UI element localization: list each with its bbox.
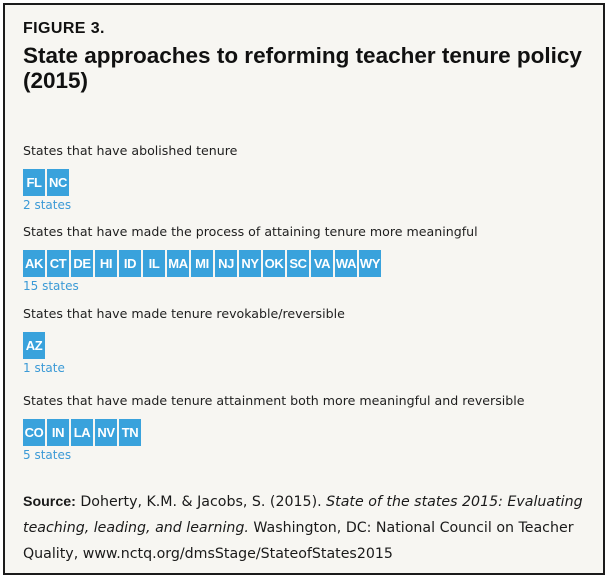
- state-tile-hi: HI: [95, 250, 117, 277]
- state-tile-fl: FL: [23, 169, 45, 196]
- section-label: States that have made tenure revokable/r…: [23, 306, 345, 321]
- section-label: States that have abolished tenure: [23, 143, 238, 158]
- source-label: Source:: [23, 494, 76, 510]
- source-authors: Doherty, K.M. & Jacobs, S. (2015).: [80, 494, 322, 510]
- state-tile-az: AZ: [23, 332, 45, 359]
- section-revokable: States that have made tenure revokable/r…: [23, 305, 345, 376]
- source-citation: Source: Doherty, K.M. & Jacobs, S. (2015…: [23, 489, 593, 567]
- section-label: States that have made tenure attainment …: [23, 393, 525, 408]
- source-publisher: Washington, DC: National Council on Teac…: [23, 520, 574, 562]
- state-tile-ok: OK: [263, 250, 285, 277]
- state-tile-co: CO: [23, 419, 45, 446]
- state-count: 15 states: [23, 279, 79, 293]
- figure-title: State approaches to reforming teacher te…: [23, 43, 582, 93]
- state-tile-la: LA: [71, 419, 93, 446]
- source-work-title: State of the states 2015: Evaluating tea…: [23, 494, 583, 536]
- section-abolished: States that have abolished tenure FL NC 2…: [23, 142, 237, 213]
- section-label: States that have made the process of att…: [23, 224, 478, 239]
- state-tiles: AK CT DE HI ID IL MA MI NJ NY OK SC VA WA WY: [23, 250, 478, 277]
- state-tile-sc: SC: [287, 250, 309, 277]
- state-tile-in: IN: [47, 419, 69, 446]
- figure-frame: FIGURE 3. State approaches to reforming …: [3, 3, 605, 575]
- state-tiles: FL NC: [23, 169, 237, 196]
- state-tile-nc: NC: [47, 169, 69, 196]
- state-tile-il: IL: [143, 250, 165, 277]
- state-tile-ma: MA: [167, 250, 189, 277]
- state-tile-wy: WY: [359, 250, 381, 277]
- state-tiles: CO IN LA NV TN: [23, 419, 525, 446]
- state-tile-id: ID: [119, 250, 141, 277]
- state-tile-mi: MI: [191, 250, 213, 277]
- section-more-meaningful: States that have made the process of att…: [23, 223, 478, 294]
- state-tile-ak: AK: [23, 250, 45, 277]
- section-both: States that have made tenure attainment …: [23, 392, 525, 463]
- state-tile-ct: CT: [47, 250, 69, 277]
- state-tile-va: VA: [311, 250, 333, 277]
- state-tile-tn: TN: [119, 419, 141, 446]
- state-tile-wa: WA: [335, 250, 357, 277]
- state-tiles: AZ: [23, 332, 345, 359]
- state-tile-ny: NY: [239, 250, 261, 277]
- state-tile-de: DE: [71, 250, 93, 277]
- state-count: 2 states: [23, 198, 72, 212]
- state-tile-nv: NV: [95, 419, 117, 446]
- state-count: 5 states: [23, 448, 72, 462]
- state-tile-nj: NJ: [215, 250, 237, 277]
- figure-label: FIGURE 3.: [23, 20, 105, 37]
- state-count: 1 state: [23, 361, 65, 375]
